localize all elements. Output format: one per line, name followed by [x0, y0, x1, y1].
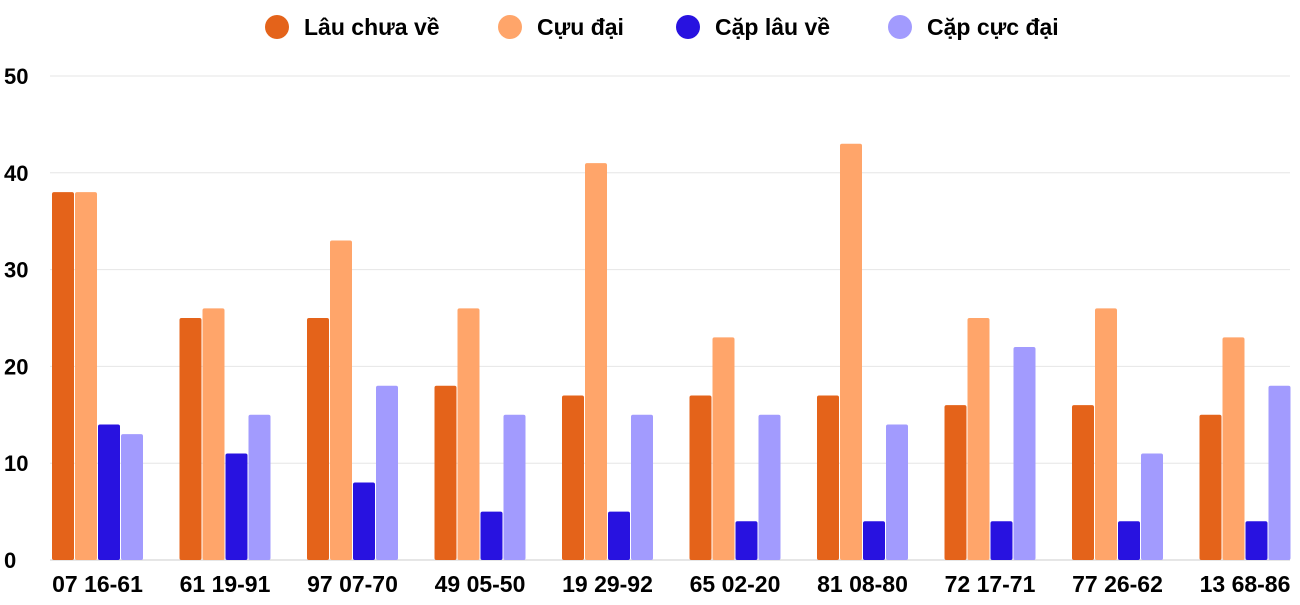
- legend-label: Cặp lâu về: [715, 14, 830, 40]
- x-tick-label: 77 26-62: [1072, 571, 1163, 597]
- x-tick-label: 13 68-86: [1200, 571, 1291, 597]
- bar-9-0: [1199, 414, 1222, 560]
- legend-label: Cựu đại: [537, 14, 624, 40]
- bar-3-1: [457, 308, 480, 560]
- y-tick-label: 30: [4, 258, 28, 283]
- bar-5-1: [712, 337, 735, 560]
- bar-4-1: [585, 163, 607, 560]
- bar-4-2: [608, 511, 630, 560]
- bar-7-3: [1013, 347, 1036, 560]
- x-tick-label: 72 17-71: [945, 571, 1036, 597]
- bar-8-1: [1095, 308, 1117, 560]
- bar-3-2: [480, 511, 503, 560]
- x-tick-label: 81 08-80: [817, 571, 908, 597]
- legend-marker-1: [498, 15, 522, 39]
- legend: Lâu chưa về Cựu đại Cặp lâu về Cặp cực đại: [265, 14, 1059, 40]
- bar-1-3: [248, 414, 271, 560]
- bar-9-1: [1222, 337, 1245, 560]
- bar-2-3: [376, 385, 398, 560]
- bars: [52, 143, 1291, 560]
- x-axis-labels: 07 16-61 61 19-91 97 07-70 49 05-50 19 29-92…: [52, 571, 1290, 597]
- legend-marker-2: [676, 15, 700, 39]
- y-tick-label: 20: [4, 354, 28, 379]
- bar-9-2: [1245, 521, 1268, 560]
- y-tick-label: 50: [4, 64, 28, 89]
- x-tick-label: 19 29-92: [562, 571, 653, 597]
- bar-0-1: [75, 192, 97, 560]
- bar-7-2: [990, 521, 1013, 560]
- bar-2-2: [353, 482, 375, 560]
- legend-label: Lâu chưa về: [304, 14, 440, 40]
- bar-0-3: [121, 434, 143, 560]
- bar-9-3: [1268, 385, 1291, 560]
- bar-7-0: [944, 405, 967, 560]
- x-tick-label: 49 05-50: [435, 571, 526, 597]
- bar-2-1: [330, 240, 352, 560]
- legend-marker-0: [265, 15, 289, 39]
- bar-8-2: [1118, 521, 1140, 560]
- bar-6-3: [886, 424, 908, 560]
- x-tick-label: 97 07-70: [307, 571, 398, 597]
- x-tick-label: 65 02-20: [690, 571, 781, 597]
- bar-6-0: [817, 395, 839, 560]
- legend-label: Cặp cực đại: [927, 14, 1059, 40]
- bar-1-0: [179, 318, 202, 560]
- x-tick-label: 07 16-61: [52, 571, 143, 597]
- bar-2-0: [307, 318, 329, 560]
- bar-8-0: [1072, 405, 1094, 560]
- x-tick-label: 61 19-91: [180, 571, 271, 597]
- bar-1-1: [202, 308, 225, 560]
- bar-5-3: [758, 414, 781, 560]
- legend-marker-3: [888, 15, 912, 39]
- bar-7-1: [967, 318, 990, 560]
- y-tick-label: 40: [4, 161, 28, 186]
- bar-4-0: [562, 395, 584, 560]
- bar-5-2: [735, 521, 758, 560]
- bar-0-2: [98, 424, 120, 560]
- bar-5-0: [689, 395, 712, 560]
- y-axis-labels: 0 10 20 30 40 50: [4, 64, 28, 573]
- y-tick-label: 10: [4, 451, 28, 476]
- bar-6-2: [863, 521, 885, 560]
- bar-8-3: [1141, 453, 1163, 560]
- bar-3-0: [434, 385, 457, 560]
- bar-3-3: [503, 414, 526, 560]
- y-tick-label: 0: [4, 548, 16, 573]
- bar-0-0: [52, 192, 74, 560]
- bar-4-3: [631, 414, 653, 560]
- bar-1-2: [225, 453, 248, 560]
- bar-6-1: [840, 143, 862, 560]
